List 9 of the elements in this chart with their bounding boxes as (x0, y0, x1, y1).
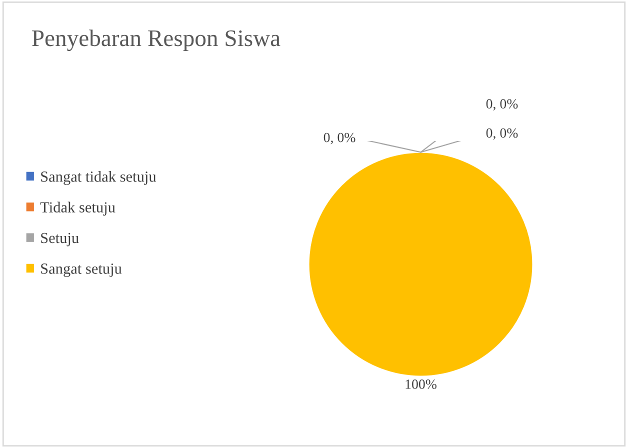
text: 0, 0% (486, 99, 518, 111)
legend-label: Setuju (41, 232, 79, 246)
legend-label: Sangat tidak setuju (41, 171, 156, 185)
text: 0, 0% (486, 128, 518, 140)
chart-title: Penyebaran Respon Siswa (32, 30, 280, 52)
legend-label: Sangat setuju (41, 264, 122, 277)
data-label: 100% (406, 380, 436, 389)
legend-label: Tidak setuju (40, 202, 116, 216)
text: 0, 0% (324, 132, 356, 144)
